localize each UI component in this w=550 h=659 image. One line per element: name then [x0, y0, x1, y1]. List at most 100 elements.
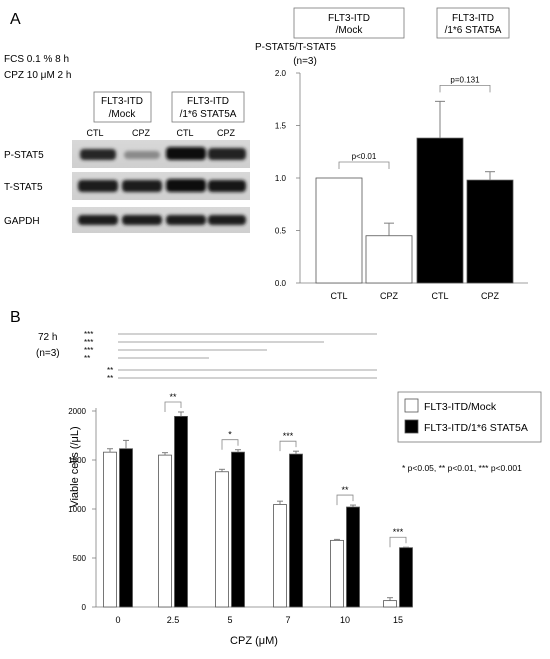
significance-stars: * [228, 430, 232, 440]
y-tick-label: 1000 [68, 505, 86, 514]
chart-a-group-label-line1: FLT3-ITD [328, 13, 370, 24]
significance-bracket [221, 439, 239, 450]
band-tstat5-stat5a-ctl [166, 179, 206, 192]
chart-a-title: P-STAT5/T-STAT5 [255, 42, 336, 53]
bar-stat5a [399, 547, 413, 608]
blot-image [72, 140, 250, 233]
bar-mock [273, 504, 287, 608]
significance-stars: ** [169, 392, 177, 402]
x-tick-label: CPZ [481, 291, 500, 301]
chart-a-group-stat5a: FLT3-ITD /1*6 STAT5A [436, 7, 510, 39]
chart-b-ylabel: Viable cells (/μL) [69, 426, 81, 507]
blot-lane-label: CPZ [132, 128, 151, 138]
significance-bracket [164, 401, 182, 412]
y-tick-label: 1500 [68, 456, 86, 465]
significance-label: p<0.01 [352, 152, 377, 161]
significance-bracket [336, 494, 354, 506]
blot-lane-label: CTL [86, 128, 103, 138]
y-tick-label: 2000 [68, 407, 86, 416]
bar-mock [158, 454, 172, 608]
significance-stars: *** [283, 431, 294, 441]
band-gapdh-mock-cpz [122, 215, 162, 225]
comparison-stars: *** [84, 346, 93, 355]
band-tstat5-mock-cpz [122, 180, 162, 192]
blot-row-label: GAPDH [4, 216, 40, 227]
chart-a-group-label-line2: /1*6 STAT5A [445, 25, 502, 36]
bar-stat5a [289, 453, 303, 608]
comparison-stars: *** [84, 330, 93, 339]
bar-mock [330, 539, 344, 608]
y-tick-label: 2.0 [275, 69, 287, 78]
blot-row-label: P-STAT5 [4, 150, 44, 161]
band-pstat5-stat5a-cpz [208, 148, 246, 160]
legend-box [397, 391, 542, 443]
x-tick-label: 10 [340, 615, 350, 625]
legend-swatch [404, 419, 419, 434]
band-gapdh-stat5a-ctl [166, 215, 206, 225]
y-tick-label: 0.5 [275, 227, 287, 236]
legend-swatch [404, 398, 419, 413]
bar-mock [383, 600, 397, 608]
chart-a-group-label-line2: /Mock [336, 25, 364, 36]
bar [315, 177, 363, 284]
chart-a-group-mock: FLT3-ITD /Mock [293, 7, 405, 39]
x-tick-label: 5 [227, 615, 232, 625]
y-tick-label: 0 [82, 603, 87, 612]
blot-group-box [171, 91, 245, 123]
bar-stat5a [174, 415, 188, 608]
legend-label: FLT3-ITD/Mock [424, 401, 497, 413]
x-tick-label: 0 [115, 615, 120, 625]
bar-stat5a [231, 451, 245, 608]
band-tstat5-mock-ctl [78, 180, 118, 192]
significance-stars: ** [341, 485, 349, 495]
bar-stat5a [346, 506, 360, 608]
bar-mock [103, 451, 117, 608]
chart-a-group-box [436, 7, 510, 39]
x-tick-label: 2.5 [167, 615, 180, 625]
x-tick-label: CPZ [380, 291, 399, 301]
band-pstat5-stat5a-ctl [166, 147, 206, 160]
y-tick-label: 1.0 [275, 174, 287, 183]
blot-group-mock: FLT3-ITD /Mock [93, 91, 152, 123]
blot-group-label-line1: FLT3-ITD [187, 96, 229, 107]
blot-group-label-line1: FLT3-ITD [101, 96, 143, 107]
blot-group-label-line2: /Mock [109, 109, 137, 120]
significance-label: p=0.131 [450, 75, 480, 84]
blot-row-label: T-STAT5 [4, 182, 43, 193]
significance-bracket [389, 536, 407, 548]
significance-stars: *** [393, 527, 404, 537]
sig-footnote: * p<0.05, ** p<0.01, *** p<0.001 [402, 463, 522, 473]
blot-group-box [93, 91, 152, 123]
condition-fcs: FCS 0.1 % 8 h [4, 54, 69, 65]
x-tick-label: 7 [285, 615, 290, 625]
band-pstat5-mock-ctl [80, 149, 116, 160]
blot-lane-label: CPZ [217, 128, 236, 138]
significance-bracket [279, 440, 297, 452]
chart-a-group-box [293, 7, 405, 39]
bar [466, 179, 514, 284]
comparison-stars: ** [107, 366, 113, 375]
condition-cpz: CPZ 10 μM 2 h [4, 70, 71, 81]
panel-b-n: (n=3) [36, 348, 60, 359]
comparison-stars: ** [84, 354, 90, 363]
band-pstat5-mock-cpz [124, 151, 160, 159]
chart-a-group-label-line1: FLT3-ITD [452, 13, 494, 24]
bar [365, 235, 413, 284]
chart-a: 0.0 0.5 1.0 1.5 2.0 CTL CPZ CTL CPZ p<0.01 p=0.131 [275, 69, 528, 301]
panel-a-label: A [10, 11, 21, 28]
band-gapdh-stat5a-cpz [208, 215, 246, 225]
comparison-stars: *** [84, 338, 93, 347]
y-tick-label: 1.5 [275, 122, 287, 131]
bar [416, 137, 464, 284]
y-tick-label: 0.0 [275, 279, 287, 288]
panel-b-label: B [10, 309, 21, 326]
x-tick-label: CTL [431, 291, 448, 301]
chart-b-xlabel: CPZ (μM) [230, 635, 278, 647]
comparison-stars: ** [107, 374, 113, 383]
x-tick-label: CTL [330, 291, 347, 301]
legend-label: FLT3-ITD/1*6 STAT5A [424, 422, 528, 434]
blot-group-label-line2: /1*6 STAT5A [180, 109, 237, 120]
bar-mock [215, 471, 229, 608]
